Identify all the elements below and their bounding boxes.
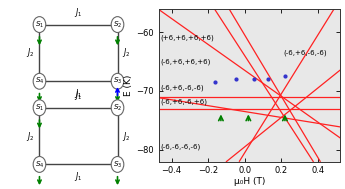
- Text: $J_1$: $J_1$: [74, 87, 83, 100]
- Text: $S_2$: $S_2$: [113, 19, 122, 30]
- Text: (-6,-6,-6,-6): (-6,-6,-6,-6): [160, 144, 201, 150]
- Text: (-6,+6,-6,-6): (-6,+6,-6,-6): [160, 85, 204, 91]
- Text: (-6,+6,-6,-6): (-6,+6,-6,-6): [283, 49, 327, 56]
- Circle shape: [111, 73, 124, 89]
- Text: $J_1$: $J_1$: [74, 89, 83, 102]
- Text: $J_2$: $J_2$: [26, 46, 34, 59]
- Circle shape: [33, 17, 46, 33]
- Y-axis label: E (K): E (K): [125, 74, 134, 96]
- Text: $J_2$: $J_2$: [26, 130, 34, 143]
- Text: $J_2$: $J_2$: [122, 130, 131, 143]
- X-axis label: μ₀H (T): μ₀H (T): [234, 177, 265, 186]
- Text: $J_2$: $J_2$: [122, 46, 131, 59]
- Circle shape: [33, 156, 46, 172]
- Text: $S_3$: $S_3$: [113, 159, 122, 170]
- Circle shape: [111, 156, 124, 172]
- Circle shape: [111, 17, 124, 33]
- Circle shape: [33, 73, 46, 89]
- Text: $S_2$: $S_2$: [113, 103, 122, 113]
- Text: (-6,+6,+6,+6): (-6,+6,+6,+6): [160, 58, 211, 65]
- Circle shape: [111, 100, 124, 116]
- Text: (+6,+6,+6,+6): (+6,+6,+6,+6): [160, 35, 214, 41]
- Text: $S_1$: $S_1$: [35, 19, 44, 30]
- Text: $S_4$: $S_4$: [35, 76, 44, 86]
- Text: $S_3$: $S_3$: [113, 76, 122, 86]
- Text: $S_4$: $S_4$: [35, 159, 44, 170]
- Text: $J_1$: $J_1$: [74, 170, 83, 183]
- Text: (-6,+6,-6,+6): (-6,+6,-6,+6): [160, 98, 208, 105]
- Circle shape: [33, 100, 46, 116]
- Text: $S_1$: $S_1$: [35, 103, 44, 113]
- Text: $J_1$: $J_1$: [74, 6, 83, 19]
